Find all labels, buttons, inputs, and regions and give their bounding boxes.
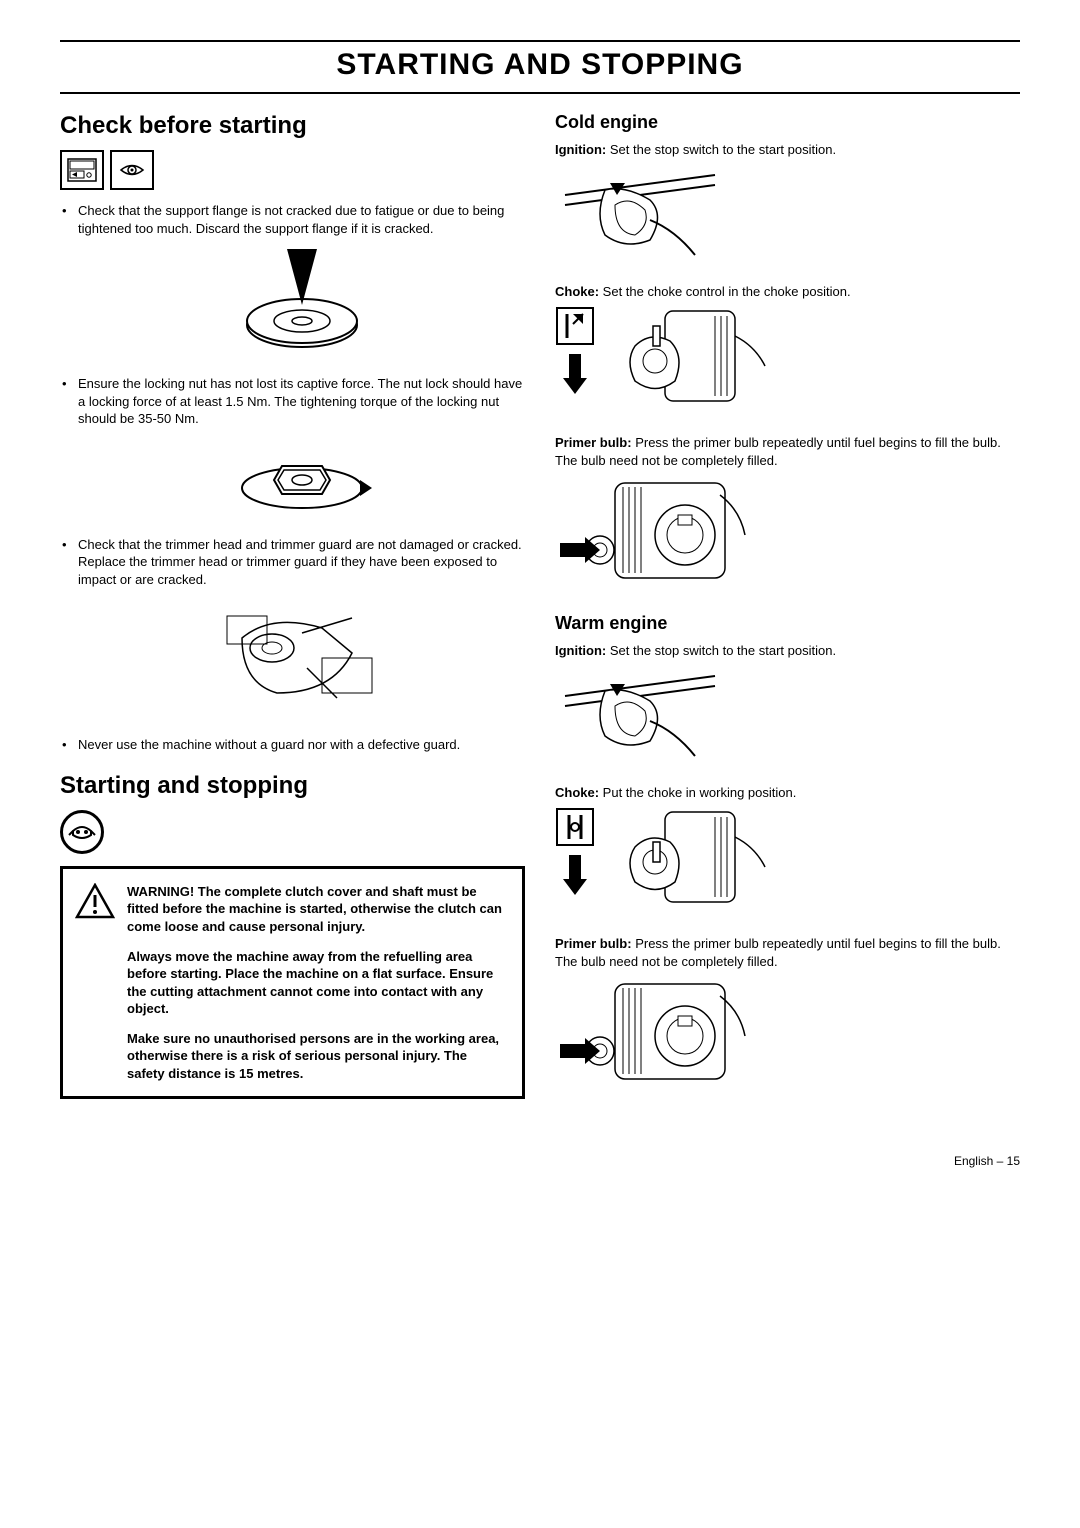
warm-step-primer: Primer bulb: Press the primer bulb repea… — [555, 935, 1020, 970]
cold-step-choke: Choke: Set the choke control in the chok… — [555, 283, 1020, 301]
bullet-no-guard: Never use the machine without a guard no… — [78, 736, 525, 754]
instruction-icons — [60, 150, 525, 190]
warning-para-1: WARNING! The complete clutch cover and s… — [127, 883, 506, 936]
heading-starting-stopping: Starting and stopping — [60, 772, 525, 800]
check-bullet-list-2: Ensure the locking nut has not lost its … — [60, 375, 525, 428]
figure-primer-warm — [555, 976, 1020, 1096]
heading-cold-engine: Cold engine — [555, 112, 1020, 133]
heading-warm-engine: Warm engine — [555, 613, 1020, 634]
eye-inspect-icon — [110, 150, 154, 190]
page-title: STARTING AND STOPPING — [60, 40, 1020, 94]
cold-step-primer: Primer bulb: Press the primer bulb repea… — [555, 434, 1020, 469]
two-column-layout: Check before starting Check that the sup… — [60, 112, 1020, 1114]
left-column: Check before starting Check that the sup… — [60, 112, 525, 1114]
figure-trimmer-guard — [78, 598, 525, 718]
ppe-icon — [60, 810, 104, 854]
bullet-locking-nut: Ensure the locking nut has not lost its … — [78, 375, 525, 428]
cold-step-ignition: Ignition: Set the stop switch to the sta… — [555, 141, 1020, 159]
warning-para-2: Always move the machine away from the re… — [127, 948, 506, 1018]
check-bullet-list: Check that the support flange is not cra… — [60, 202, 525, 237]
page-footer: English – 15 — [60, 1154, 1020, 1168]
right-column: Cold engine Ignition: Set the stop switc… — [555, 112, 1020, 1114]
check-bullet-list-3: Check that the trimmer head and trimmer … — [60, 536, 525, 589]
warm-step-choke: Choke: Put the choke in working position… — [555, 784, 1020, 802]
warning-box: WARNING! The complete clutch cover and s… — [60, 866, 525, 1099]
figure-choke-cold — [555, 306, 1020, 416]
footer-page-number: 15 — [1007, 1154, 1020, 1168]
figure-stop-switch-warm — [555, 666, 1020, 766]
figure-primer-cold — [555, 475, 1020, 595]
bullet-flange: Check that the support flange is not cra… — [78, 202, 525, 237]
heading-check-before-starting: Check before starting — [60, 112, 525, 140]
check-bullet-list-4: Never use the machine without a guard no… — [60, 736, 525, 754]
bullet-trimmer-head: Check that the trimmer head and trimmer … — [78, 536, 525, 589]
warning-text: WARNING! The complete clutch cover and s… — [127, 883, 506, 1082]
warm-step-ignition: Ignition: Set the stop switch to the sta… — [555, 642, 1020, 660]
warning-triangle-icon — [75, 883, 115, 1082]
warning-para-3: Make sure no unauthorised persons are in… — [127, 1030, 506, 1083]
footer-language: English — [954, 1154, 993, 1168]
figure-stop-switch-cold — [555, 165, 1020, 265]
figure-choke-warm — [555, 807, 1020, 917]
figure-locking-nut — [78, 438, 525, 518]
arrow-manual-icon — [60, 150, 104, 190]
figure-support-flange — [78, 247, 525, 357]
